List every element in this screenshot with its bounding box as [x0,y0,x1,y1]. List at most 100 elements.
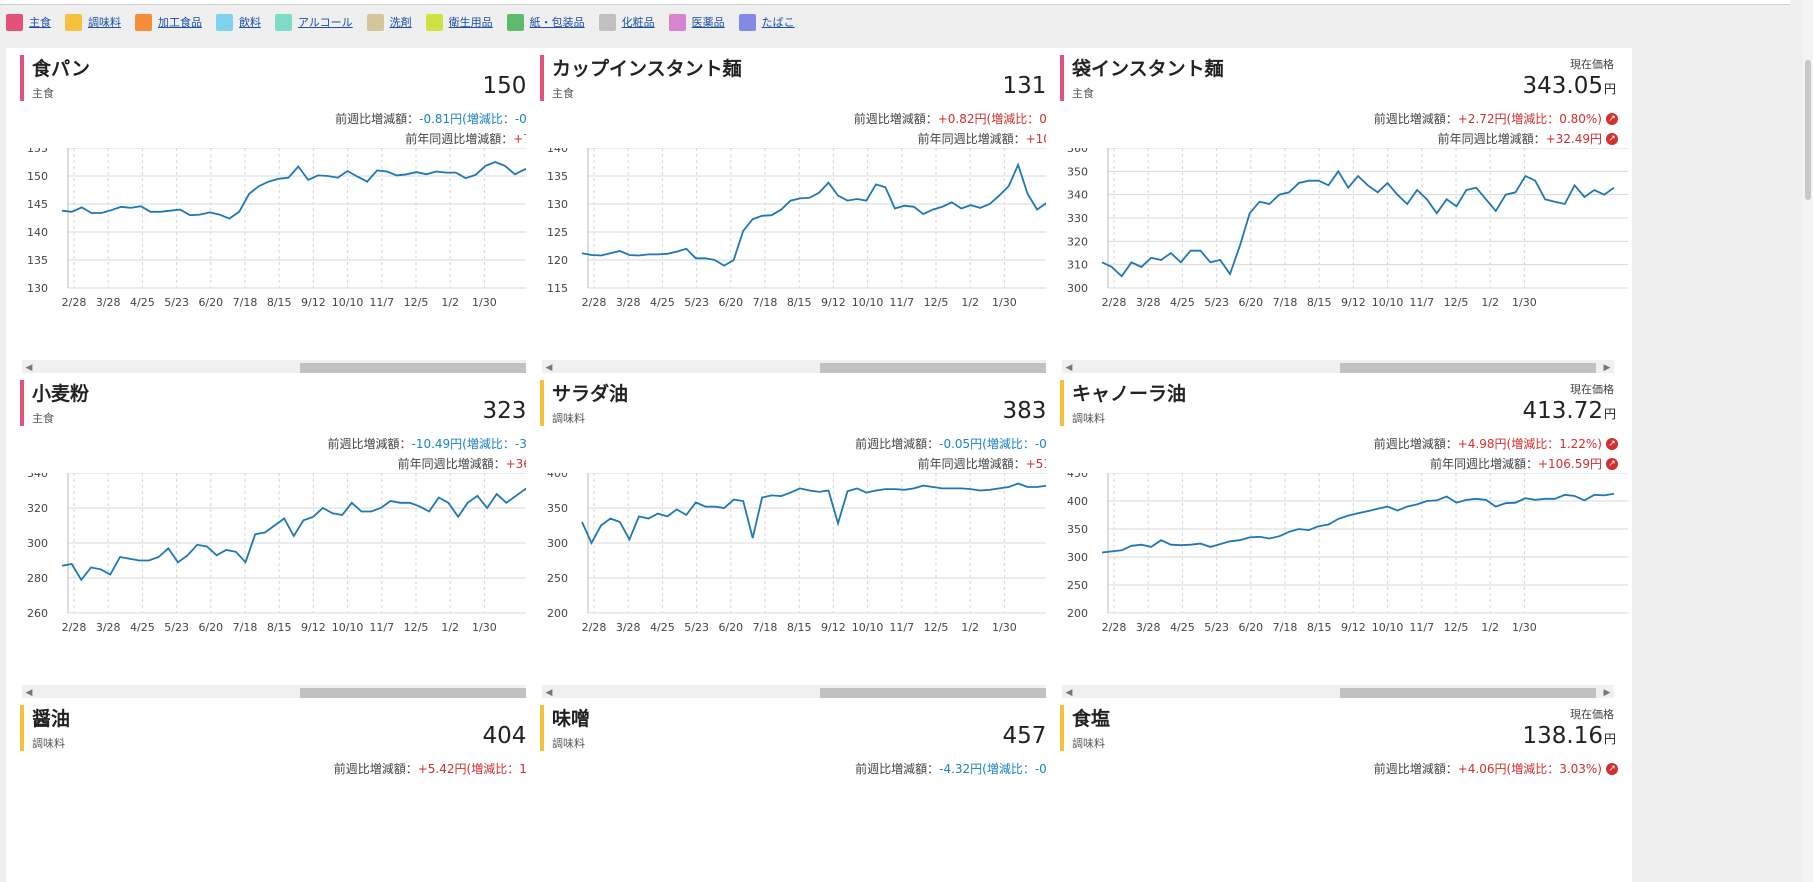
chart-scrollbar-thumb[interactable] [1340,688,1596,698]
y-tick-label: 145 [27,198,48,211]
weekly-change-value: +4.06円(増減比：3.03%) [1457,762,1602,776]
x-tick-label: 2/28 [62,621,87,634]
product-category: 調味料 [1072,737,1105,750]
x-tick-label: 3/28 [616,296,641,309]
legend-item[interactable]: 衛生用品 [425,13,493,31]
x-tick-label: 1/2 [441,621,459,634]
x-tick-label: 4/25 [650,621,675,634]
chart-scrollbar[interactable]: ◀▶ [1062,360,1614,376]
x-tick-label: 12/5 [924,296,949,309]
x-tick-label: 1/30 [1512,621,1537,634]
chart-scrollbar-thumb[interactable] [820,688,1076,698]
current-price-value: 138.16 [1522,723,1603,749]
y-tick-label: 300 [27,537,48,550]
weekly-change: 前週比増減額： +4.06円(増減比：3.03%) ↗ [1374,760,1618,777]
scroll-left-icon[interactable]: ◀ [545,363,553,373]
legend-item[interactable]: 医薬品 [668,13,725,31]
x-tick-label: 12/5 [404,621,429,634]
chart-scrollbar[interactable]: ◀▶ [1062,685,1614,701]
product-name: 食パン [32,58,90,80]
y-tick-label: 330 [1067,212,1088,225]
x-tick-label: 11/7 [369,621,394,634]
x-tick-label: 5/23 [684,296,709,309]
yearly-change-label: 前年同週比増減額： [917,457,1026,471]
legend-swatch [738,13,756,31]
y-tick-label: 250 [1067,579,1088,592]
product-name: キャノーラ油 [1072,383,1187,405]
legend-swatch [598,13,616,31]
x-tick-label: 6/20 [718,296,743,309]
x-tick-label: 10/10 [332,621,364,634]
legend-item[interactable]: 化粧品 [598,13,655,31]
scroll-right-icon[interactable]: ▶ [1603,363,1611,373]
price-line-chart: 300 310 320 330 340 350 360 2/28 3/28 4/25 5/23 6/2… [1067,148,1628,309]
x-tick-label: 12/5 [1444,621,1469,634]
y-tick-label: 310 [1067,259,1088,272]
weekly-change-label: 前週比増減額： [855,437,940,451]
x-tick-label: 6/20 [198,296,223,309]
chart-scrollbar-thumb[interactable] [820,363,1076,373]
x-tick-label: 11/7 [889,296,914,309]
x-tick-label: 10/10 [332,296,364,309]
yen-unit: 円 [1603,732,1616,746]
legend-item[interactable]: 紙・包装品 [506,13,585,31]
scroll-left-icon[interactable]: ◀ [1065,363,1073,373]
x-tick-label: 7/18 [753,621,778,634]
x-tick-label: 1/2 [961,296,979,309]
yearly-change: 前年同週比増減額： +106.59円 ↗ [1430,455,1618,472]
legend-item[interactable]: 主食 [6,13,51,31]
category-accent-bar [1060,705,1064,751]
scroll-left-icon[interactable]: ◀ [545,688,553,698]
product-name: 小麦粉 [32,383,90,405]
product-category: 主食 [32,87,54,100]
x-tick-label: 1/30 [992,621,1017,634]
scroll-left-icon[interactable]: ◀ [25,688,33,698]
x-tick-label: 8/15 [267,621,292,634]
x-tick-label: 6/20 [718,621,743,634]
x-tick-label: 5/23 [684,621,709,634]
legend-item[interactable]: たばこ [738,13,795,31]
weekly-change-value: +4.98円(増減比：1.22%) [1457,437,1602,451]
x-tick-label: 6/20 [1238,296,1263,309]
legend-item[interactable]: アルコール [275,13,353,31]
weekly-change-label: 前週比増減額： [335,112,420,126]
chart-scrollbar-thumb[interactable] [1340,363,1596,373]
yearly-change-value: +32.49円 [1545,132,1602,146]
x-tick-label: 11/7 [889,621,914,634]
scroll-left-icon[interactable]: ◀ [25,363,33,373]
legend-label: たばこ [761,16,795,29]
product-category: 調味料 [32,737,65,750]
price-series-line [581,162,1095,267]
product-name: 袋インスタント麺 [1072,58,1224,80]
legend-item[interactable]: 洗剤 [366,13,412,31]
scroll-left-icon[interactable]: ◀ [1065,688,1073,698]
x-tick-label: 1/30 [1512,296,1537,309]
chart-scrollbar-thumb[interactable] [300,363,556,373]
legend-item[interactable]: 加工食品 [135,13,202,31]
product-name: 食塩 [1072,708,1111,730]
chart-scrollbar-thumb[interactable] [300,688,556,698]
current-price-value: 413.72 [1522,398,1603,424]
x-tick-label: 5/23 [164,621,189,634]
x-tick-label: 9/12 [301,621,326,634]
price-line-chart: 200 250 300 350 400 450 2/28 3/28 4/25 5/23 6/20 7/… [1067,473,1628,634]
x-tick-label: 12/5 [1444,296,1469,309]
current-price: 138.16円 [1523,723,1617,749]
y-tick-label: 250 [547,572,568,585]
legend-item[interactable]: 調味料 [65,13,121,31]
category-accent-bar [540,705,544,751]
page-scrollbar-thumb[interactable] [1805,60,1811,200]
x-tick-label: 1/30 [992,296,1017,309]
y-tick-label: 350 [1067,165,1088,178]
current-price: 413.72円 [1523,398,1617,424]
y-tick-label: 300 [1067,282,1088,295]
y-tick-label: 140 [547,148,568,155]
legend-item[interactable]: 飲料 [216,13,261,31]
up-arrow-icon: ↗ [1606,112,1618,125]
x-tick-label: 10/10 [1372,621,1404,634]
scroll-right-icon[interactable]: ▶ [1603,688,1611,698]
category-accent-bar [20,380,24,426]
x-tick-label: 6/20 [1238,621,1263,634]
y-tick-label: 135 [547,170,568,183]
page-scrollbar[interactable] [1803,0,1813,882]
